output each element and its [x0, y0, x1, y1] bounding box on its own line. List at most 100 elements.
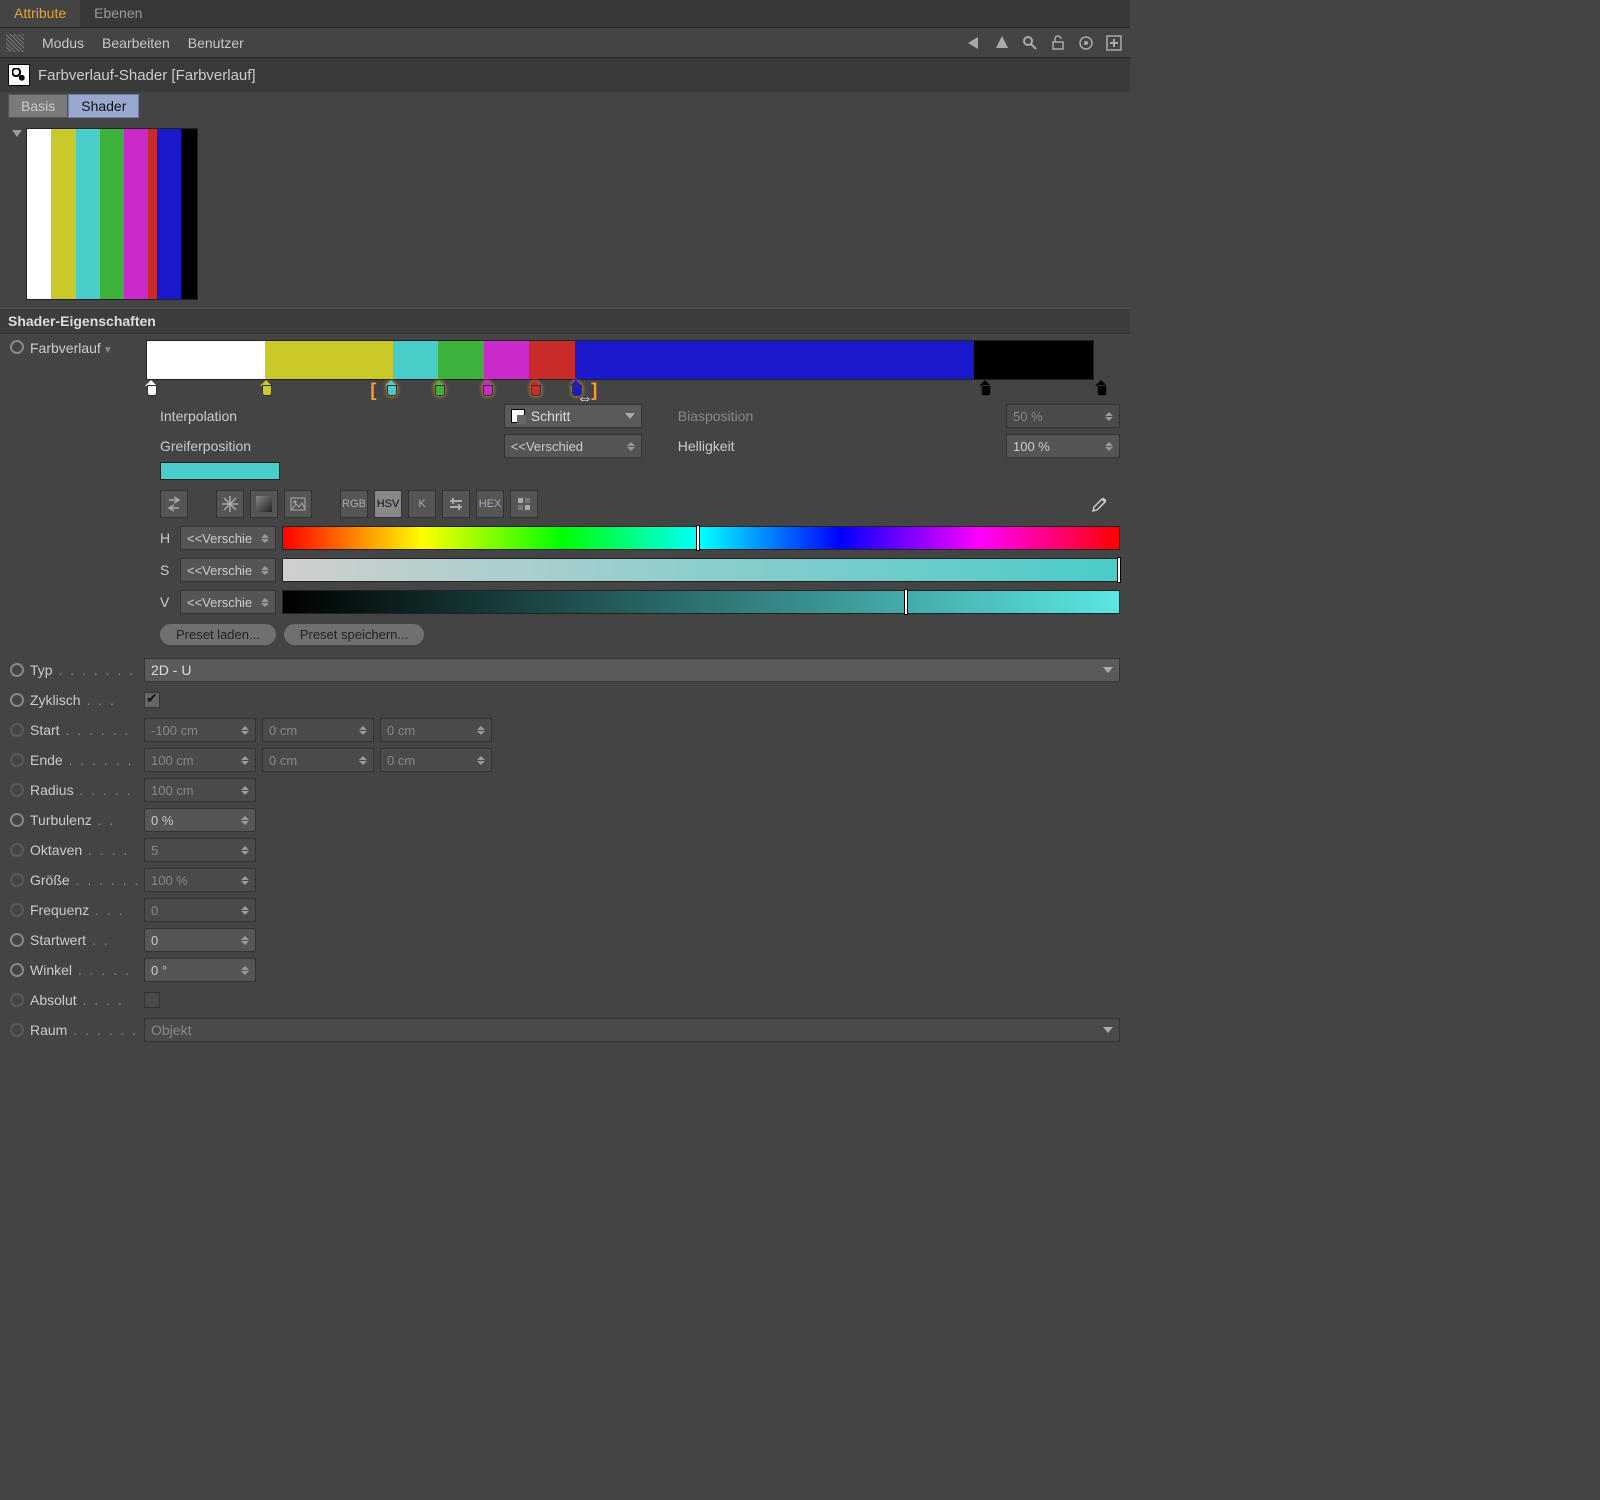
anim-dot[interactable] — [10, 843, 24, 857]
gradient-knot[interactable] — [1095, 380, 1107, 396]
s-slider[interactable] — [282, 558, 1120, 582]
param-label: Startwert . . — [30, 932, 138, 948]
v-input[interactable]: <<Verschie — [180, 590, 276, 614]
anim-dot[interactable] — [10, 783, 24, 797]
gradient-knot[interactable] — [529, 380, 541, 396]
param-raum: Raum . . . . . . .Objekt — [0, 1015, 1130, 1045]
gradient-knot[interactable] — [481, 380, 493, 396]
param-winkel: Winkel . . . . .0 ° — [0, 955, 1130, 985]
attribute-panel: Attribute Ebenen Modus Bearbeiten Benutz… — [0, 0, 1130, 1045]
gradient-knot[interactable] — [145, 380, 157, 396]
anim-dot[interactable] — [10, 993, 24, 1007]
start-z-input: 0 cm — [380, 718, 492, 742]
interpolation-dropdown[interactable]: Schritt — [504, 404, 642, 428]
lock-icon[interactable] — [1048, 33, 1068, 53]
anim-dot[interactable] — [10, 1023, 24, 1037]
param-oktaven: Oktaven . . . .5 — [0, 835, 1130, 865]
h-slider[interactable] — [282, 526, 1120, 550]
cmode-mixer-icon[interactable] — [442, 490, 470, 518]
param-zyklisch: Zyklisch . . . — [0, 685, 1130, 715]
gradient-preview[interactable] — [26, 128, 198, 300]
anim-dot[interactable] — [10, 933, 24, 947]
bias-input: 50 % — [1006, 404, 1120, 428]
anim-dot[interactable] — [10, 753, 24, 767]
gradient-knot[interactable] — [979, 380, 991, 396]
anim-dot[interactable] — [10, 663, 24, 677]
anim-dot[interactable] — [10, 963, 24, 977]
eyedropper-icon[interactable] — [1090, 494, 1110, 514]
cmode-hex[interactable]: HEX — [476, 490, 504, 518]
subtabs: Basis Shader — [0, 92, 1130, 124]
param-label: Turbulenz . . — [30, 812, 138, 828]
winkel-input[interactable]: 0 ° — [144, 958, 256, 982]
brightness-label: Helligkeit — [678, 438, 998, 454]
cmode-rgb[interactable]: RGB — [340, 490, 368, 518]
v-label: V — [160, 594, 174, 610]
param-label: Raum . . . . . . . — [30, 1022, 138, 1038]
param-startwert: Startwert . . 0 — [0, 925, 1130, 955]
preset-load-button[interactable]: Preset laden... — [160, 624, 276, 645]
param-label: Frequenz . . . — [30, 902, 138, 918]
v-slider[interactable] — [282, 590, 1120, 614]
shader-type-icon — [8, 64, 30, 86]
subtab-basis[interactable]: Basis — [8, 94, 68, 118]
preset-save-button[interactable]: Preset speichern... — [284, 624, 424, 645]
cmode-k[interactable]: K — [408, 490, 436, 518]
param-turbulenz: Turbulenz . . 0 % — [0, 805, 1130, 835]
anim-dot[interactable] — [10, 723, 24, 737]
nav-up-icon[interactable] — [992, 33, 1012, 53]
h-input[interactable]: <<Verschie — [180, 526, 276, 550]
gradient-knot[interactable] — [433, 380, 445, 396]
cmode-wheel-icon[interactable] — [216, 490, 244, 518]
gradient-knots[interactable]: []⇔ — [140, 380, 1100, 400]
turbulenz-input[interactable]: 0 % — [144, 808, 256, 832]
param-groesse: Größe . . . . . .100 % — [0, 865, 1130, 895]
cmode-spectrum-icon[interactable] — [250, 490, 278, 518]
target-icon[interactable] — [1076, 33, 1096, 53]
search-icon[interactable] — [1020, 33, 1040, 53]
param-label: Zyklisch . . . — [30, 692, 138, 708]
subtab-shader[interactable]: Shader — [68, 94, 139, 118]
anim-dot[interactable] — [10, 873, 24, 887]
tab-ebenen[interactable]: Ebenen — [80, 0, 156, 27]
param-typ: Typ . . . . . . . .2D - U — [0, 655, 1130, 685]
s-input[interactable]: <<Verschie — [180, 558, 276, 582]
cmode-hsv[interactable]: HSV — [374, 490, 402, 518]
preview-area — [0, 124, 1130, 308]
section-header: Shader-Eigenschaften — [0, 308, 1130, 334]
ende-x-input: 100 cm — [144, 748, 256, 772]
color-well[interactable] — [160, 462, 280, 480]
tab-attribute[interactable]: Attribute — [0, 0, 80, 27]
nav-back-icon[interactable] — [964, 33, 984, 53]
cmode-swap-icon[interactable] — [160, 490, 188, 518]
gradient-knot[interactable] — [385, 380, 397, 396]
add-box-icon[interactable] — [1104, 33, 1124, 53]
startwert-input[interactable]: 0 — [144, 928, 256, 952]
menu-benutzer[interactable]: Benutzer — [188, 35, 244, 51]
grip-label: Greiferposition — [160, 438, 496, 454]
anim-dot[interactable] — [10, 903, 24, 917]
param-label: Oktaven . . . . — [30, 842, 138, 858]
menu-modus[interactable]: Modus — [42, 35, 84, 51]
param-label: Ende . . . . . . . — [30, 752, 138, 768]
anim-dot[interactable] — [10, 340, 24, 354]
s-label: S — [160, 562, 174, 578]
gradient-bar[interactable] — [146, 340, 1094, 380]
gradient-knot[interactable] — [570, 380, 582, 396]
gradient-knot[interactable] — [260, 380, 272, 396]
typ-dropdown[interactable]: 2D - U — [144, 658, 1120, 682]
anim-dot[interactable] — [10, 813, 24, 827]
radius-input: 100 cm — [144, 778, 256, 802]
hatch-icon[interactable] — [6, 34, 24, 52]
cmode-swatches-icon[interactable] — [510, 490, 538, 518]
start-y-input: 0 cm — [262, 718, 374, 742]
brightness-input[interactable]: 100 % — [1006, 434, 1120, 458]
cmode-image-icon[interactable] — [284, 490, 312, 518]
grip-input[interactable]: <<Verschied — [504, 434, 642, 458]
zyklisch-checkbox[interactable] — [144, 692, 160, 708]
menu-bearbeiten[interactable]: Bearbeiten — [102, 35, 170, 51]
top-tabs: Attribute Ebenen — [0, 0, 1130, 28]
anim-dot[interactable] — [10, 693, 24, 707]
collapse-icon[interactable] — [12, 130, 22, 140]
groesse-input: 100 % — [144, 868, 256, 892]
